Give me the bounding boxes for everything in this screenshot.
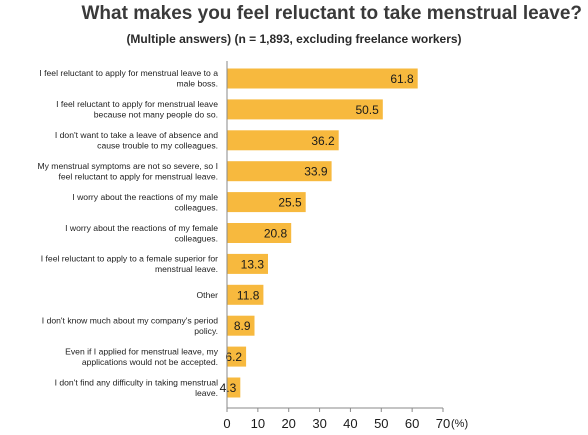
x-axis: 0 10 20 30 40 50 60 70 (%) [223, 61, 468, 431]
category-label-line: I feel reluctant to apply for menstrual … [39, 68, 218, 78]
x-tick-label: 30 [312, 416, 326, 431]
value-label-1: 61.8 [390, 72, 414, 86]
category-label-line: Other [197, 290, 219, 300]
value-labels: 61.8 50.5 36.2 33.9 25.5 20.8 13.3 11.8 8.9 6.2 4.… [220, 72, 414, 395]
category-label-line: policy. [194, 326, 218, 336]
value-label-6: 20.8 [264, 227, 288, 241]
bar-11 [227, 377, 241, 398]
bar-7 [227, 253, 268, 274]
category-label-line: leave. [195, 388, 218, 398]
category-label-5: I worry about the reactions of my male co… [72, 192, 218, 213]
category-label-line: I worry about the reactions of my male [72, 192, 218, 202]
category-label-line: I feel reluctant to apply for menstrual … [56, 99, 218, 109]
category-labels: I feel reluctant to apply for menstrual … [37, 68, 218, 398]
category-label-9: I don't know much about my company's per… [42, 316, 218, 337]
bars [227, 68, 418, 398]
x-tick-label: 10 [251, 416, 265, 431]
bar-6 [227, 223, 292, 243]
x-tick-label: 60 [405, 416, 419, 431]
category-label-line: menstrual leave. [155, 264, 218, 274]
category-label-8: Other [197, 290, 219, 300]
category-label-4: My menstrual symptoms are not so severe,… [37, 161, 218, 182]
category-label-2: I feel reluctant to apply for menstrual … [56, 99, 218, 120]
category-label-6: I worry about the reactions of my female… [65, 223, 218, 244]
x-tick-label: 40 [343, 416, 357, 431]
x-tick-label: 70 [436, 416, 450, 431]
bar-10 [227, 346, 247, 367]
x-tick-label: 50 [374, 416, 388, 431]
category-label-line: I feel reluctant to apply to a female su… [41, 254, 218, 264]
category-label-line: cause trouble to my colleagues. [97, 141, 218, 151]
value-label-8: 11.8 [237, 288, 260, 302]
bar-8 [227, 284, 264, 305]
category-label-line: male boss. [176, 79, 218, 89]
bar-4 [227, 161, 332, 182]
bar-2 [227, 99, 383, 120]
category-label-line: I don't know much about my company's per… [42, 316, 218, 326]
value-label-4: 33.9 [304, 165, 328, 179]
category-label-line: My menstrual symptoms are not so severe,… [37, 161, 218, 171]
category-label-line: I don't find any difficulty in taking me… [55, 377, 219, 387]
category-label-line: colleagues. [175, 202, 218, 212]
category-label-3: I don't want to take a leave of absence … [55, 130, 218, 151]
value-label-10: 6.2 [225, 350, 242, 364]
x-tick-label: 0 [223, 416, 230, 431]
category-label-line: I worry about the reactions of my female [65, 223, 218, 233]
value-label-9: 8.9 [234, 319, 251, 333]
category-label-line: I don't want to take a leave of absence … [55, 130, 218, 140]
category-label-line: Even if I applied for menstrual leave, m… [65, 346, 219, 356]
category-label-11: I don't find any difficulty in taking me… [55, 377, 219, 398]
chart-subtitle: (Multiple answers) (n = 1,893, excluding… [126, 32, 462, 46]
value-label-2: 50.5 [355, 103, 379, 117]
category-label-1: I feel reluctant to apply for menstrual … [39, 68, 218, 89]
bar-3 [227, 130, 339, 151]
category-label-line: feel reluctant to apply for menstrual le… [58, 171, 218, 181]
bar-9 [227, 315, 255, 336]
value-label-3: 36.2 [311, 134, 335, 148]
category-label-line: applications would not be accepted. [82, 357, 218, 367]
bar-1 [227, 68, 418, 89]
x-tick-label: 20 [281, 416, 295, 431]
value-label-11: 4.3 [220, 381, 237, 395]
category-label-10: Even if I applied for menstrual leave, m… [65, 346, 219, 367]
value-label-7: 13.3 [241, 257, 265, 271]
category-label-line: because not many people do so. [94, 110, 218, 120]
category-label-7: I feel reluctant to apply to a female su… [41, 254, 218, 275]
value-label-5: 25.5 [278, 196, 302, 210]
chart-title: What makes you feel reluctant to take me… [81, 3, 582, 24]
bar-5 [227, 192, 306, 213]
category-label-line: colleagues. [175, 233, 218, 243]
x-axis-unit: (%) [451, 418, 468, 430]
